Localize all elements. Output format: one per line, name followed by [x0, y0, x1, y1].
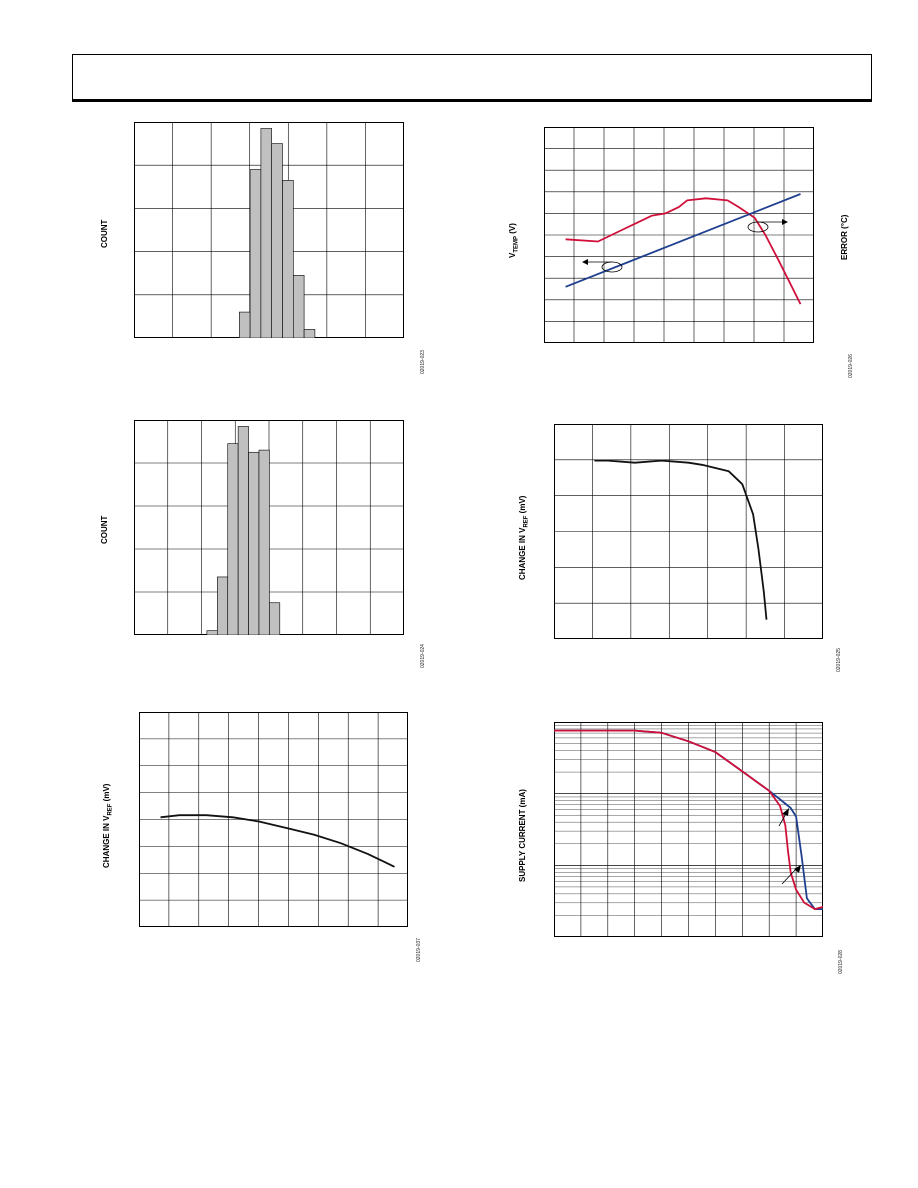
- chart-1-plot: [134, 122, 404, 338]
- histogram-bar: [227, 443, 239, 635]
- chart-4-ylabel-right: ERROR (°C): [840, 214, 849, 260]
- series-line: [554, 729, 823, 911]
- histogram-bar: [271, 143, 283, 338]
- chart-5-plot: [554, 424, 823, 639]
- plot-border: [554, 424, 823, 639]
- vtemp-series-marker-icon: [601, 261, 623, 273]
- series-line: [565, 197, 802, 305]
- histogram-bar: [258, 449, 270, 635]
- chart-5-figure-code: 02019-025: [836, 648, 842, 672]
- chart-2-plot: [134, 420, 404, 635]
- chart-4-figure-code: 02019-026: [848, 354, 854, 378]
- histogram-bar: [217, 576, 229, 635]
- chart-1-figure-code: 02019-023: [420, 350, 426, 374]
- chart-2-figure-code: 02019-024: [420, 644, 426, 668]
- histogram-bar: [260, 128, 273, 338]
- histogram-bar: [239, 311, 251, 338]
- histogram-bar: [248, 451, 260, 635]
- chart-6-figure-code: 02019-028: [838, 950, 844, 974]
- histogram-bar: [249, 169, 262, 338]
- chart-3-plot: [139, 712, 408, 927]
- chart-2-ylabel: COUNT: [100, 515, 109, 544]
- chart-5-ylabel: CHANGE IN VREF (mV): [518, 495, 530, 580]
- chart-6-ylabel: SUPPLY CURRENT (mA): [518, 789, 527, 882]
- histogram-bar: [237, 426, 249, 635]
- chart-6-plot: [554, 722, 823, 937]
- right-arrowhead-icon: [782, 219, 788, 225]
- pointer-arrowhead-icon: [782, 808, 789, 816]
- chart-3-figure-code: 02019-037: [416, 938, 422, 962]
- histogram-bar: [282, 180, 294, 338]
- series-line: [565, 193, 801, 288]
- series-line: [594, 459, 768, 620]
- histogram-bar: [206, 630, 218, 635]
- series-line: [160, 814, 395, 868]
- plot-border: [554, 722, 823, 937]
- histogram-bar: [293, 275, 305, 338]
- histogram-bar: [269, 602, 281, 635]
- chart-3-ylabel: CHANGE IN VREF (mV): [102, 783, 114, 868]
- chart-1-ylabel: COUNT: [100, 219, 109, 248]
- histogram-bar: [303, 329, 316, 338]
- pointer-arrowhead-icon: [794, 865, 801, 873]
- plot-border: [139, 712, 408, 927]
- chart-4-plot: [544, 127, 814, 343]
- plot-border: [544, 127, 814, 343]
- left-arrowhead-icon: [582, 259, 588, 265]
- page-header: [72, 54, 872, 102]
- chart-4-ylabel-left: VTEMP (V): [508, 223, 520, 258]
- pointer-line: [781, 867, 798, 885]
